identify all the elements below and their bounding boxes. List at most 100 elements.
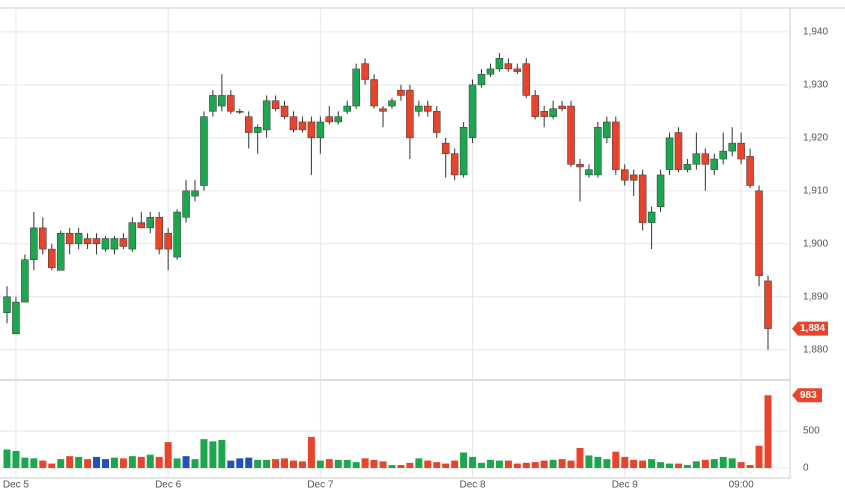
candle-body (424, 105, 432, 112)
y-tick-label: 1,910 (803, 185, 828, 196)
volume-bar (173, 458, 181, 469)
volume-bar (48, 463, 56, 469)
volume-bar (495, 460, 503, 469)
candle-body (352, 68, 360, 107)
candle-body (665, 137, 674, 170)
candle-body (406, 89, 414, 139)
candle-body (191, 190, 199, 197)
volume-bar (325, 459, 333, 469)
candle-body (316, 121, 325, 139)
candle-body (262, 100, 271, 131)
candle-body (415, 105, 423, 112)
volume-bar (504, 460, 512, 469)
volume-bar (272, 459, 280, 469)
candle-body (298, 121, 307, 131)
candle-body (558, 105, 566, 109)
candle-body (764, 280, 772, 329)
x-tick-label: Dec 7 (307, 480, 334, 491)
x-tick-label: Dec 9 (612, 480, 639, 491)
volume-bar (710, 459, 718, 469)
candle-body (155, 217, 163, 250)
candle-body (522, 63, 531, 96)
y-tick-label: 1,930 (803, 79, 828, 90)
candle-body (200, 116, 208, 186)
volume-bar (101, 459, 109, 469)
candle-body (737, 142, 745, 160)
candle-body (334, 116, 343, 123)
volume-bar (388, 465, 396, 469)
candle-body (629, 174, 638, 181)
candle-body (432, 111, 441, 133)
candle-body (289, 116, 298, 131)
volume-bar (764, 395, 772, 469)
y-tick-label: 1,880 (803, 344, 828, 355)
last-price-tag (792, 321, 828, 336)
volume-bar (263, 459, 271, 469)
candle-body (65, 232, 74, 245)
last-volume-tag (792, 388, 822, 403)
volume-bar (531, 462, 539, 469)
candle-body (710, 158, 719, 170)
candle-body (236, 111, 244, 113)
candle-body (244, 116, 253, 133)
volume-bar (57, 459, 65, 469)
candle-body (164, 232, 172, 250)
candle-body (728, 142, 736, 152)
volume-bar (39, 460, 47, 469)
candle-body (253, 126, 262, 133)
candle-body (48, 248, 56, 268)
volume-bar (522, 462, 530, 469)
volume-bar (316, 460, 324, 469)
x-tick-label: Dec 5 (3, 480, 30, 491)
candle-body (576, 164, 584, 168)
volume-bar (84, 459, 92, 469)
volume-bar (379, 461, 387, 469)
candle-body (30, 227, 38, 260)
volume-bar (737, 462, 745, 469)
volume-bar (370, 459, 378, 469)
volume-bar (12, 450, 20, 469)
volume-bar (719, 456, 727, 469)
volume-bar (191, 459, 199, 469)
candle-body (746, 156, 754, 186)
y-tick-label: 1,900 (803, 238, 828, 249)
volume-bar (585, 455, 593, 469)
volume-bar (603, 459, 611, 469)
candle-body (388, 100, 396, 107)
candle-body (3, 296, 11, 313)
volume-bar (442, 463, 450, 469)
candle-body (585, 169, 593, 176)
candle-body (280, 105, 289, 117)
volume-bar (298, 461, 306, 469)
volume-bar (639, 460, 647, 469)
volume-bar (549, 459, 557, 469)
candle-body (101, 238, 110, 250)
volume-bar (119, 458, 127, 469)
candle-body (227, 95, 235, 112)
volume-bar (397, 465, 405, 469)
volume-bar (576, 448, 584, 469)
x-tick-label: Dec 8 (459, 480, 486, 491)
volume-bar (200, 439, 208, 469)
volume-bar (594, 456, 602, 469)
candle-body (209, 95, 217, 112)
candle-body (612, 121, 620, 170)
last-price-label: 1,884 (800, 323, 825, 334)
y-tick-label: 1,920 (803, 132, 828, 143)
volume-bar (701, 459, 709, 469)
candle-body (459, 126, 468, 176)
x-tick-label: Dec 6 (155, 480, 182, 491)
candle-body (567, 105, 575, 165)
candle-body (450, 153, 459, 176)
candle-body (56, 232, 65, 271)
volume-bar (245, 457, 253, 469)
volume-bar (406, 462, 414, 469)
volume-bar (469, 456, 477, 469)
candle-body (621, 169, 629, 181)
volume-bar (558, 459, 566, 469)
volume-bar (155, 456, 163, 469)
volume-bar (66, 456, 74, 469)
last-volume-label: 983 (800, 390, 817, 401)
candle-body (137, 222, 146, 229)
